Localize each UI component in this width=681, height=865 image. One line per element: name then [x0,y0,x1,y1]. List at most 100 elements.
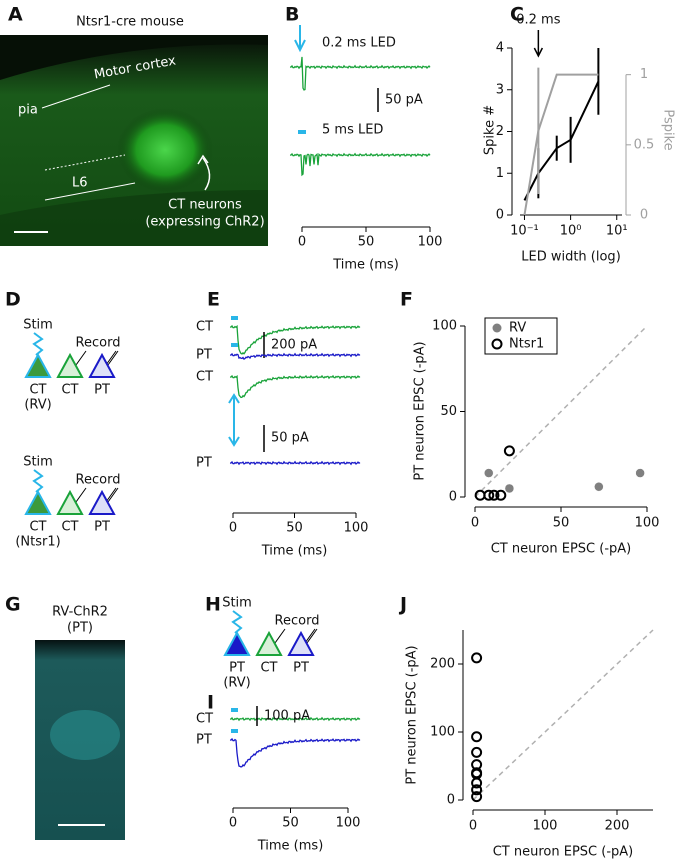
x-tick-label: 0 [298,235,306,250]
panel-letter: F [400,289,413,311]
label: (RV) [24,398,51,413]
point [471,784,483,796]
trace [229,460,361,466]
label: Stim [222,596,252,611]
annotation: 0.2 ms [516,13,560,28]
x-tick-label: 0 [471,516,479,531]
neuron [88,489,116,515]
label: CT [196,712,213,727]
expression-site [117,108,213,192]
label: PT [293,661,309,676]
label: CT neurons [168,198,242,213]
label: 50 pA [271,431,309,446]
label: 5 ms LED [322,123,383,138]
x-tick-label: 100 [336,816,361,831]
point [504,483,515,494]
trace [229,324,361,355]
label: CT [196,370,213,385]
y-tick-label: 2 [496,124,504,139]
y-tick-label: 0 [447,793,455,808]
tissue-edge [0,190,268,246]
x-tick-label: 100 [418,235,443,250]
x-tick-label: 0 [229,816,237,831]
label: CT [29,383,46,398]
x-tick-label: 100 [635,516,660,531]
series-line [523,73,599,216]
electrode [75,487,119,503]
led-pulse [231,343,238,347]
y-axis-label: PT neuron EPSC (-pA) [413,341,428,480]
point [635,468,645,478]
x-tick-label: 50 [358,235,375,250]
x-tick-label: 10⁰ [560,224,582,239]
neuron [88,352,116,378]
panel-title: Ntsr1-cre mouse [76,15,184,30]
x-tick-label: 0 [229,521,237,536]
point [483,489,495,501]
x-tick-label: 10⁻¹ [510,224,539,239]
label: CT [61,520,78,535]
y-tick-label: 4 [496,41,504,56]
point [471,791,483,803]
label: 200 pA [271,338,317,353]
y-tick-label: 0 [496,208,504,223]
label: 100 pA [264,709,310,724]
legend-marker [492,323,502,333]
y-axis-label: Spike # [483,105,498,155]
stim-bolt [32,469,44,493]
label: Record [76,473,121,488]
electrode [75,350,119,366]
panel-letter: H [205,594,221,616]
label: Stim [23,455,53,470]
label: CT [260,661,277,676]
trace [229,716,361,722]
stim-bolt [231,610,243,634]
led-arrow [228,393,240,447]
layer-line [44,154,126,171]
label: PT [196,456,212,471]
x-tick-label: 50 [553,516,570,531]
x-tick-label: 100 [533,819,558,834]
legend-label: RV [509,321,526,336]
identity-line [472,629,654,801]
trace [229,352,361,360]
label: CT [61,383,78,398]
expression-site [50,710,120,760]
label: (Ntsr1) [15,535,60,550]
neuron [287,630,315,656]
x-tick-label: 100 [344,521,369,536]
neuron [24,352,52,378]
y2-axis-label: Pspike [661,109,676,150]
point [471,746,483,758]
panel-letter: C [510,4,524,26]
x-tick-label: 10¹ [606,224,628,239]
label: CT [196,320,213,335]
point [594,481,604,492]
y2-tick-label: 1 [640,67,648,82]
layer-line [44,182,136,201]
neuron [255,630,283,656]
led-pulse [231,729,238,733]
x-axis-label: LED width (log) [521,250,621,265]
led-pulse [231,316,238,320]
legend-label: Ntsr1 [509,337,544,352]
point [503,445,515,457]
trace [229,737,361,768]
x-axis-label: Time (ms) [261,544,328,559]
y-tick-label: 50 [440,404,457,419]
y-tick-label: 100 [432,319,457,334]
arrow-head [197,154,209,165]
annotation-arrow [533,30,544,58]
identity-line [474,325,648,498]
y-tick-label: 0 [449,490,457,505]
neuron [223,630,251,656]
series-line [523,80,600,201]
y-axis-label: PT neuron EPSC (-pA) [405,645,420,784]
y-tick-label: 100 [430,725,455,740]
point [488,489,500,501]
legend-marker [491,338,503,350]
y-tick-label: 3 [496,82,504,97]
point [484,468,494,478]
neuron [56,489,84,515]
